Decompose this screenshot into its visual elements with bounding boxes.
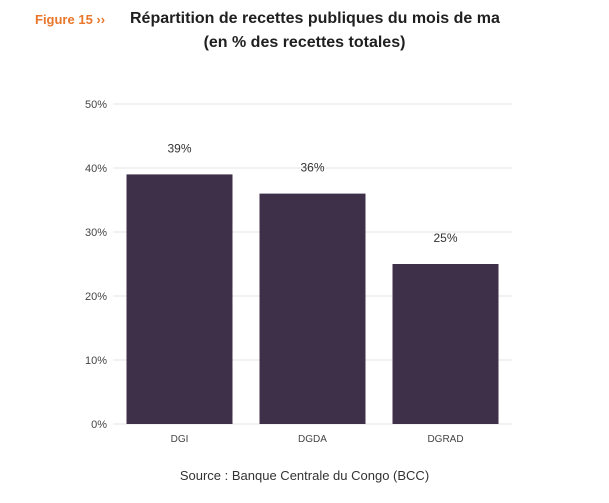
x-tick-label: DGDA [298, 434, 327, 445]
data-label: 36% [300, 161, 324, 175]
y-tick-label: 30% [85, 227, 107, 239]
y-tick-label: 50% [85, 99, 107, 111]
bar [126, 174, 233, 424]
x-tick-label: DGI [171, 434, 189, 445]
y-tick-label: 40% [85, 163, 107, 175]
chart-title: Répartition de recettes publiques du moi… [130, 10, 500, 27]
chart-subtitle: (en % des recettes totales) [203, 34, 406, 51]
bar [259, 193, 366, 424]
bar [392, 264, 499, 424]
source-note: Source : Banque Centrale du Congo (BCC) [179, 468, 430, 483]
y-tick-label: 10% [85, 355, 107, 367]
x-tick-label: DGRAD [427, 434, 463, 445]
data-label: 39% [167, 141, 191, 155]
figure-label: Figure 15 ›› [35, 12, 106, 27]
data-label: 25% [433, 231, 457, 245]
y-tick-label: 20% [85, 291, 107, 303]
y-tick-label: 0% [91, 419, 107, 431]
